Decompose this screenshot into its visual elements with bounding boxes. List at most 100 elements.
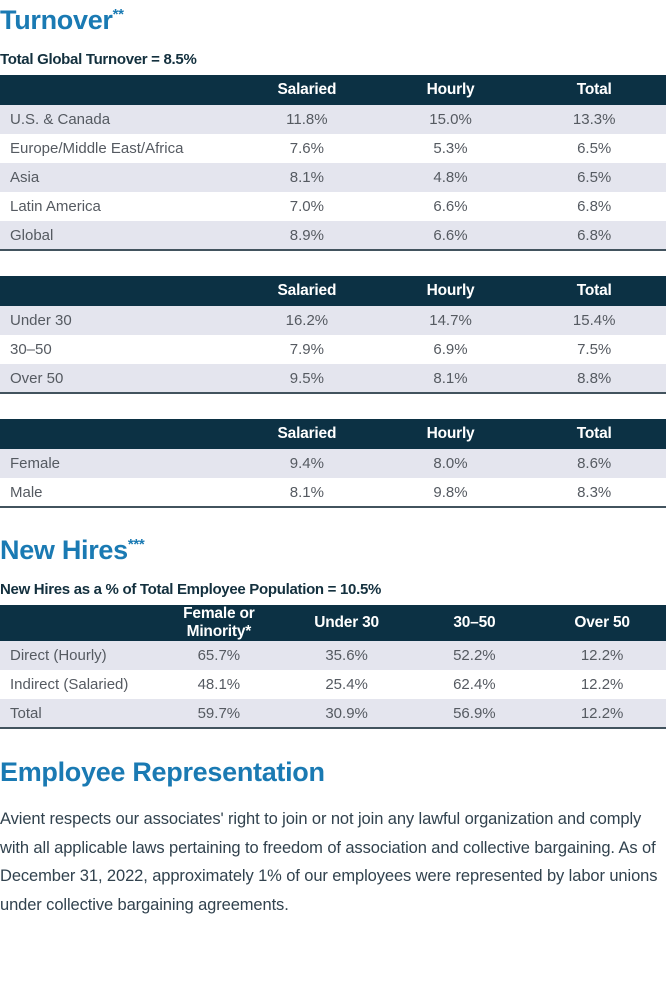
cell-value: 8.0% bbox=[433, 455, 468, 472]
table-row-global: Global 8.9% 6.6% 6.8% bbox=[0, 221, 666, 250]
column-header-hourly: Hourly bbox=[378, 75, 523, 105]
cell-value: 6.8% bbox=[577, 198, 612, 215]
cell-value: 6.6% bbox=[433, 226, 468, 244]
cell-value: 59.7% bbox=[197, 704, 241, 722]
table-row-direct-hourly: Direct (Hourly) 65.7% 35.6% 52.2% 12.2% bbox=[0, 641, 666, 670]
row-label: Indirect (Salaried) bbox=[10, 676, 129, 693]
table-header-row: Female or Minority* Under 30 30–50 Over … bbox=[0, 605, 666, 641]
row-label: Total bbox=[10, 704, 42, 722]
column-header-hourly: Hourly bbox=[378, 276, 523, 306]
row-label: Latin America bbox=[10, 198, 101, 215]
cell-value: 6.5% bbox=[577, 140, 612, 157]
employee-representation-body: Avient respects our associates' right to… bbox=[0, 810, 658, 914]
cell-value: 12.2% bbox=[580, 676, 624, 693]
column-header-hourly: Hourly bbox=[378, 419, 523, 449]
row-label: Female bbox=[10, 455, 61, 472]
cell-value: 6.6% bbox=[433, 198, 468, 215]
header-spacer-cell bbox=[0, 276, 236, 306]
row-label: 30–50 bbox=[10, 341, 52, 358]
table-row-latin-america: Latin America 7.0% 6.6% 6.8% bbox=[0, 192, 666, 221]
cell-value: 13.3% bbox=[572, 111, 616, 128]
cell-value: 14.7% bbox=[429, 312, 472, 329]
table-row-over-50: Over 50 9.5% 8.1% 8.8% bbox=[0, 364, 666, 393]
new-hires-heading: New Hires*** bbox=[0, 534, 666, 566]
row-label: Under 30 bbox=[10, 312, 72, 329]
report-page: Turnover** Total Global Turnover = 8.5% … bbox=[0, 4, 666, 1006]
header-spacer-cell bbox=[0, 419, 236, 449]
cell-value: 9.4% bbox=[289, 455, 324, 472]
table-header-row: Salaried Hourly Total bbox=[0, 75, 666, 105]
table-row-emea: Europe/Middle East/Africa 7.6% 5.3% 6.5% bbox=[0, 134, 666, 163]
column-header-salaried: Salaried bbox=[235, 75, 379, 105]
header-spacer-cell bbox=[0, 605, 155, 641]
turnover-by-gender-table: Salaried Hourly Total Female 9.4% 8.0% 8… bbox=[0, 419, 666, 508]
new-hires-subtitle: New Hires as a % of Total Employee Popul… bbox=[0, 581, 382, 598]
turnover-by-region-table: Salaried Hourly Total U.S. & Canada 11.8… bbox=[0, 75, 666, 251]
new-hires-heading-text: New Hires bbox=[0, 535, 128, 565]
cell-value: 15.0% bbox=[429, 111, 472, 128]
table-row-female: Female 9.4% 8.0% 8.6% bbox=[0, 449, 666, 478]
column-header-under-30: Under 30 bbox=[282, 605, 411, 641]
column-header-salaried: Salaried bbox=[235, 419, 379, 449]
cell-value: 5.3% bbox=[433, 140, 468, 157]
table-row-30-50: 30–50 7.9% 6.9% 7.5% bbox=[0, 335, 666, 364]
cell-value: 6.8% bbox=[577, 226, 612, 244]
cell-value: 52.2% bbox=[453, 647, 496, 664]
column-header-salaried: Salaried bbox=[235, 276, 379, 306]
cell-value: 9.5% bbox=[289, 369, 324, 387]
turnover-heading-footnote-marker: ** bbox=[112, 6, 124, 23]
cell-value: 7.6% bbox=[289, 140, 324, 157]
cell-value: 15.4% bbox=[572, 312, 616, 329]
row-label: Global bbox=[10, 226, 54, 244]
cell-value: 25.4% bbox=[325, 676, 368, 693]
row-label: Direct (Hourly) bbox=[10, 647, 107, 664]
cell-value: 8.1% bbox=[289, 169, 324, 186]
table-row-total: Total 59.7% 30.9% 56.9% 12.2% bbox=[0, 699, 666, 728]
row-label: U.S. & Canada bbox=[10, 111, 111, 128]
table-row-male: Male 8.1% 9.8% 8.3% bbox=[0, 478, 666, 507]
spacer bbox=[0, 394, 666, 419]
row-label: Over 50 bbox=[10, 369, 64, 387]
table-header-row: Salaried Hourly Total bbox=[0, 419, 666, 449]
header-spacer-cell bbox=[0, 75, 236, 105]
column-header-over-50: Over 50 bbox=[538, 605, 666, 641]
column-header-total: Total bbox=[522, 276, 666, 306]
row-label: Asia bbox=[10, 169, 40, 186]
column-header-total: Total bbox=[522, 75, 666, 105]
table-header-row: Salaried Hourly Total bbox=[0, 276, 666, 306]
row-label: Male bbox=[10, 483, 43, 501]
cell-value: 6.9% bbox=[433, 341, 468, 358]
turnover-heading-text: Turnover bbox=[0, 5, 113, 35]
new-hires-table: Female or Minority* Under 30 30–50 Over … bbox=[0, 605, 666, 729]
table-row-under-30: Under 30 16.2% 14.7% 15.4% bbox=[0, 306, 666, 335]
cell-value: 8.3% bbox=[577, 483, 612, 501]
cell-value: 7.9% bbox=[289, 341, 324, 358]
cell-value: 11.8% bbox=[286, 111, 328, 128]
turnover-heading: Turnover** bbox=[0, 4, 666, 36]
new-hires-heading-footnote-marker: *** bbox=[127, 536, 145, 553]
cell-value: 48.1% bbox=[197, 676, 241, 693]
table-row-indirect-salaried: Indirect (Salaried) 48.1% 25.4% 62.4% 12… bbox=[0, 670, 666, 699]
cell-value: 6.5% bbox=[577, 169, 612, 186]
cell-value: 4.8% bbox=[433, 169, 468, 186]
cell-value: 30.9% bbox=[325, 704, 368, 722]
cell-value: 8.9% bbox=[289, 226, 324, 244]
cell-value: 65.7% bbox=[197, 647, 241, 664]
cell-value: 7.5% bbox=[577, 341, 612, 358]
column-header-30-50: 30–50 bbox=[410, 605, 539, 641]
cell-value: 9.8% bbox=[433, 483, 468, 501]
cell-value: 56.9% bbox=[453, 704, 496, 722]
cell-value: 16.2% bbox=[285, 312, 329, 329]
cell-value: 62.4% bbox=[453, 676, 496, 693]
employee-representation-heading: Employee Representation bbox=[0, 757, 325, 787]
column-header-total: Total bbox=[522, 419, 666, 449]
column-header-female-or-minority: Female or Minority* bbox=[155, 605, 283, 641]
cell-value: 12.2% bbox=[580, 704, 624, 722]
table-row-us-canada: U.S. & Canada 11.8% 15.0% 13.3% bbox=[0, 105, 666, 134]
table-row-asia: Asia 8.1% 4.8% 6.5% bbox=[0, 163, 666, 192]
cell-value: 35.6% bbox=[325, 647, 368, 664]
cell-value: 12.2% bbox=[580, 647, 624, 664]
turnover-by-age-table: Salaried Hourly Total Under 30 16.2% 14.… bbox=[0, 276, 666, 394]
cell-value: 7.0% bbox=[289, 198, 324, 215]
total-global-turnover-subtitle: Total Global Turnover = 8.5% bbox=[0, 51, 197, 68]
